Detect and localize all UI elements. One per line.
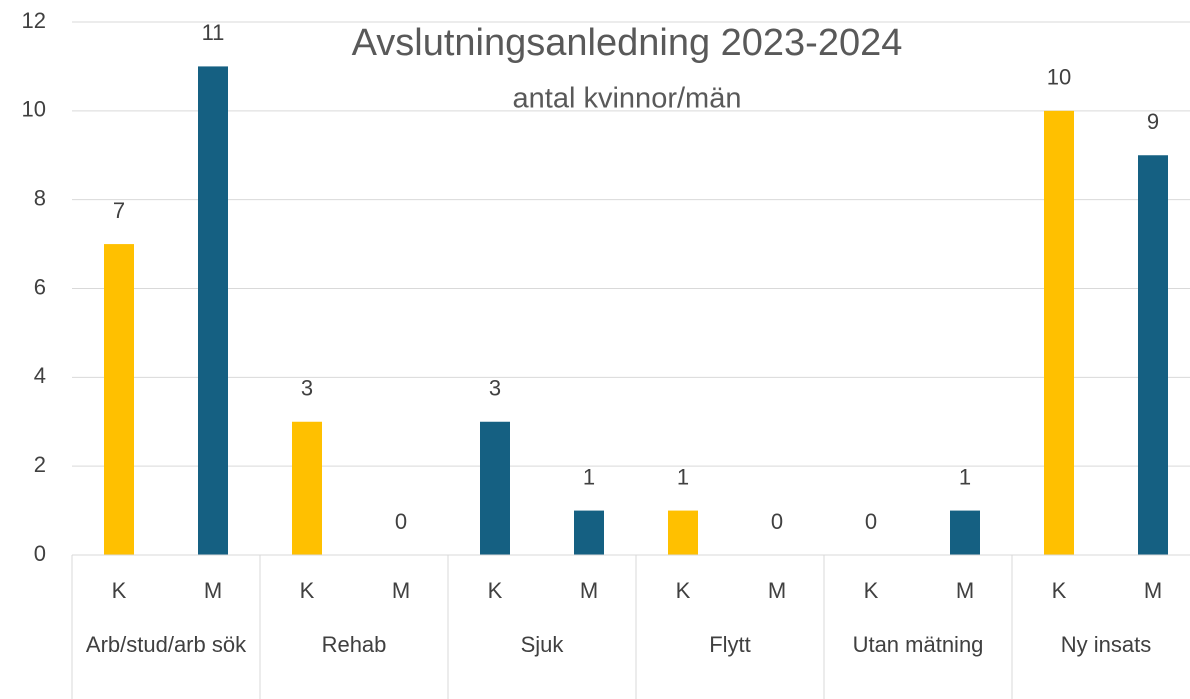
chart-subtitle: antal kvinnor/män	[513, 83, 742, 115]
x-tick-label: K	[488, 578, 503, 603]
bar	[104, 244, 134, 556]
x-tick-label: K	[864, 578, 879, 603]
data-label: 10	[1047, 65, 1071, 90]
bar	[1044, 110, 1074, 555]
y-tick-label: 6	[34, 274, 46, 299]
data-label: 0	[771, 509, 783, 534]
data-label: 1	[677, 464, 689, 489]
group-label: Arb/stud/arb sök	[85, 632, 247, 657]
x-tick-label: K	[676, 578, 691, 603]
x-tick-label: K	[300, 578, 315, 603]
data-label: 1	[959, 464, 971, 489]
x-tick-label: K	[112, 578, 127, 603]
data-label: 3	[301, 376, 313, 401]
data-label: 11	[202, 20, 225, 45]
group-label: Rehab	[321, 632, 387, 657]
bar	[292, 421, 322, 555]
x-tick-label: M	[204, 578, 222, 603]
data-label: 9	[1147, 109, 1159, 134]
data-label: 7	[113, 198, 125, 223]
bar	[668, 510, 698, 555]
data-label: 0	[865, 509, 877, 534]
y-tick-label: 0	[34, 541, 46, 566]
x-tick-label: M	[768, 578, 786, 603]
x-tick-label: K	[1052, 578, 1067, 603]
chart-title: Avslutningsanledning 2023-2024	[352, 22, 903, 64]
group-label: Sjuk	[520, 632, 564, 657]
data-label: 3	[489, 376, 501, 401]
group-label: Utan mätning	[852, 632, 984, 657]
bar	[574, 510, 604, 555]
x-tick-label: M	[392, 578, 410, 603]
y-tick-label: 8	[34, 185, 46, 210]
y-tick-label: 2	[34, 452, 46, 477]
group-label: Flytt	[709, 632, 751, 657]
x-tick-label: M	[956, 578, 974, 603]
x-tick-label: M	[1144, 578, 1162, 603]
y-tick-label: 12	[22, 8, 46, 33]
y-tick-label: 10	[22, 97, 46, 122]
x-tick-label: M	[580, 578, 598, 603]
y-tick-label: 4	[34, 363, 46, 388]
bar	[1138, 155, 1168, 555]
bar	[480, 421, 510, 555]
data-label: 1	[583, 464, 595, 489]
data-label: 0	[395, 509, 407, 534]
group-label: Ny insats	[1060, 632, 1152, 657]
bar	[198, 66, 228, 556]
bar	[950, 510, 980, 555]
